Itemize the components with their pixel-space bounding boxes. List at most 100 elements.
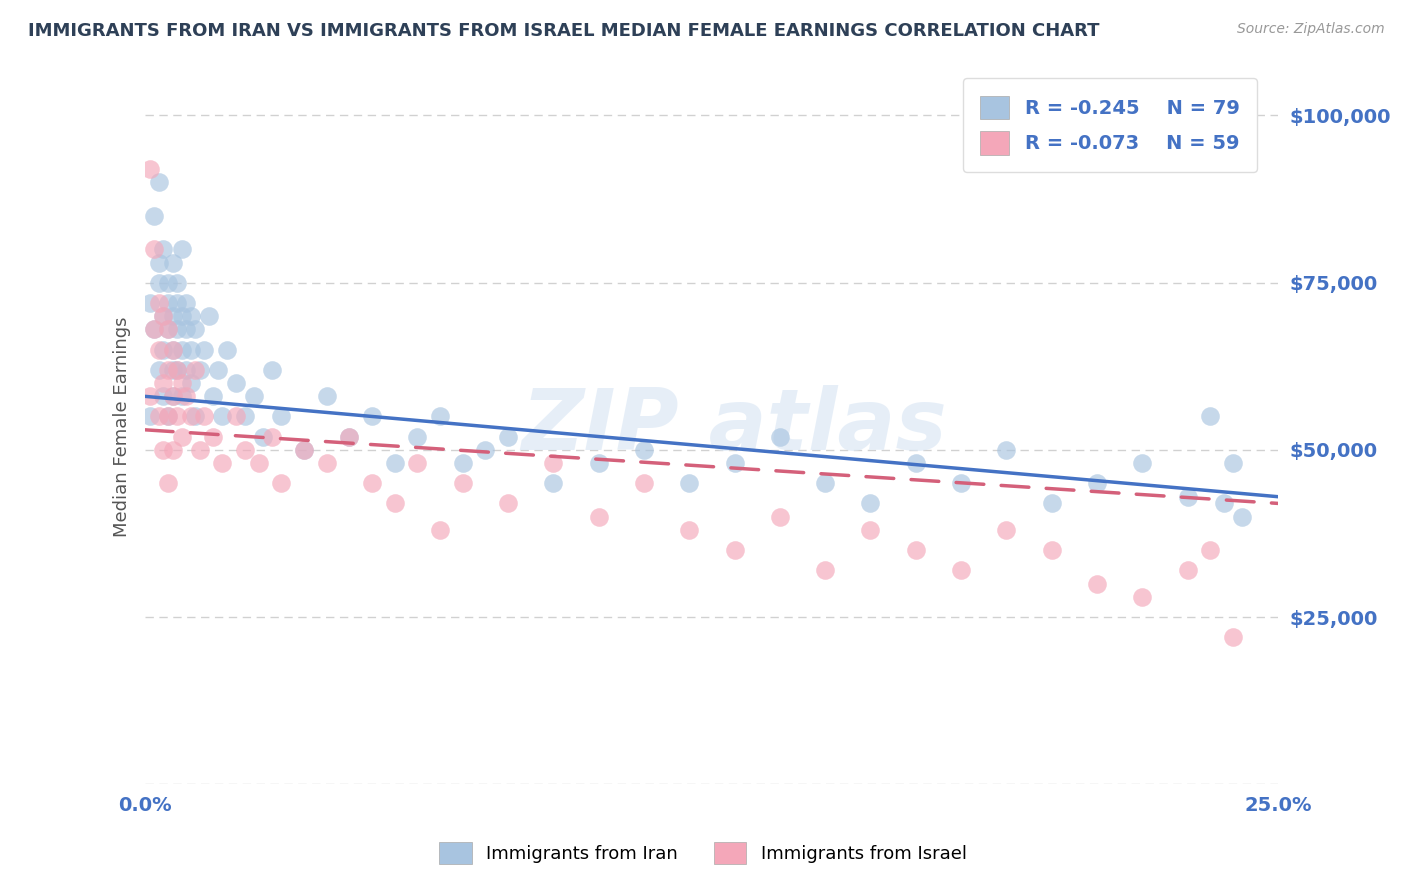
Point <box>143 209 166 223</box>
Point <box>188 362 211 376</box>
Point <box>148 362 170 376</box>
Point <box>292 442 315 457</box>
Point <box>384 496 406 510</box>
Point <box>633 476 655 491</box>
Point <box>152 389 174 403</box>
Point <box>184 322 207 336</box>
Point <box>170 389 193 403</box>
Point <box>995 523 1018 537</box>
Point <box>174 362 197 376</box>
Point <box>769 429 792 443</box>
Point <box>384 456 406 470</box>
Point <box>180 376 202 390</box>
Point <box>1177 490 1199 504</box>
Point <box>588 456 610 470</box>
Legend: R = -0.245    N = 79, R = -0.073    N = 59: R = -0.245 N = 79, R = -0.073 N = 59 <box>963 78 1257 172</box>
Point <box>361 476 384 491</box>
Point <box>156 409 179 424</box>
Point <box>1040 543 1063 558</box>
Point <box>193 409 215 424</box>
Point <box>814 563 837 577</box>
Point <box>225 376 247 390</box>
Legend: Immigrants from Iran, Immigrants from Israel: Immigrants from Iran, Immigrants from Is… <box>425 828 981 879</box>
Point <box>148 276 170 290</box>
Point <box>429 523 451 537</box>
Point <box>814 476 837 491</box>
Point <box>211 409 233 424</box>
Point <box>859 496 882 510</box>
Point <box>406 456 429 470</box>
Point <box>166 362 188 376</box>
Point <box>162 389 184 403</box>
Text: Source: ZipAtlas.com: Source: ZipAtlas.com <box>1237 22 1385 37</box>
Point <box>270 409 292 424</box>
Point <box>162 309 184 323</box>
Point <box>337 429 360 443</box>
Point <box>152 343 174 357</box>
Point <box>148 343 170 357</box>
Point <box>143 242 166 256</box>
Point <box>1132 590 1154 604</box>
Point <box>152 309 174 323</box>
Point <box>292 442 315 457</box>
Point <box>243 389 266 403</box>
Point <box>315 389 337 403</box>
Point <box>337 429 360 443</box>
Point <box>166 322 188 336</box>
Point <box>152 376 174 390</box>
Point <box>139 389 162 403</box>
Point <box>162 343 184 357</box>
Point <box>152 242 174 256</box>
Point <box>162 442 184 457</box>
Point <box>904 456 927 470</box>
Point <box>188 442 211 457</box>
Point <box>315 456 337 470</box>
Point <box>633 442 655 457</box>
Point <box>202 429 225 443</box>
Point <box>207 362 229 376</box>
Point <box>361 409 384 424</box>
Point <box>170 376 193 390</box>
Point <box>1213 496 1236 510</box>
Point <box>148 409 170 424</box>
Point <box>451 456 474 470</box>
Point <box>139 409 162 424</box>
Point <box>170 242 193 256</box>
Point <box>152 442 174 457</box>
Point <box>1222 456 1244 470</box>
Point <box>162 255 184 269</box>
Y-axis label: Median Female Earnings: Median Female Earnings <box>114 317 131 537</box>
Point <box>148 255 170 269</box>
Point <box>193 343 215 357</box>
Point <box>678 523 700 537</box>
Point <box>156 476 179 491</box>
Point <box>143 322 166 336</box>
Point <box>1230 509 1253 524</box>
Point <box>1132 456 1154 470</box>
Point <box>170 309 193 323</box>
Point <box>174 389 197 403</box>
Point <box>496 429 519 443</box>
Point <box>950 563 973 577</box>
Point <box>215 343 238 357</box>
Point <box>156 322 179 336</box>
Point <box>156 295 179 310</box>
Point <box>139 161 162 176</box>
Point <box>180 343 202 357</box>
Point <box>406 429 429 443</box>
Point <box>588 509 610 524</box>
Point <box>541 456 564 470</box>
Point <box>143 322 166 336</box>
Point <box>1199 409 1222 424</box>
Text: ZIP atlas: ZIP atlas <box>522 385 948 468</box>
Point <box>148 175 170 189</box>
Point <box>247 456 270 470</box>
Point <box>174 295 197 310</box>
Point <box>156 276 179 290</box>
Point <box>769 509 792 524</box>
Point <box>156 409 179 424</box>
Point <box>174 322 197 336</box>
Point <box>429 409 451 424</box>
Point <box>156 362 179 376</box>
Point <box>166 362 188 376</box>
